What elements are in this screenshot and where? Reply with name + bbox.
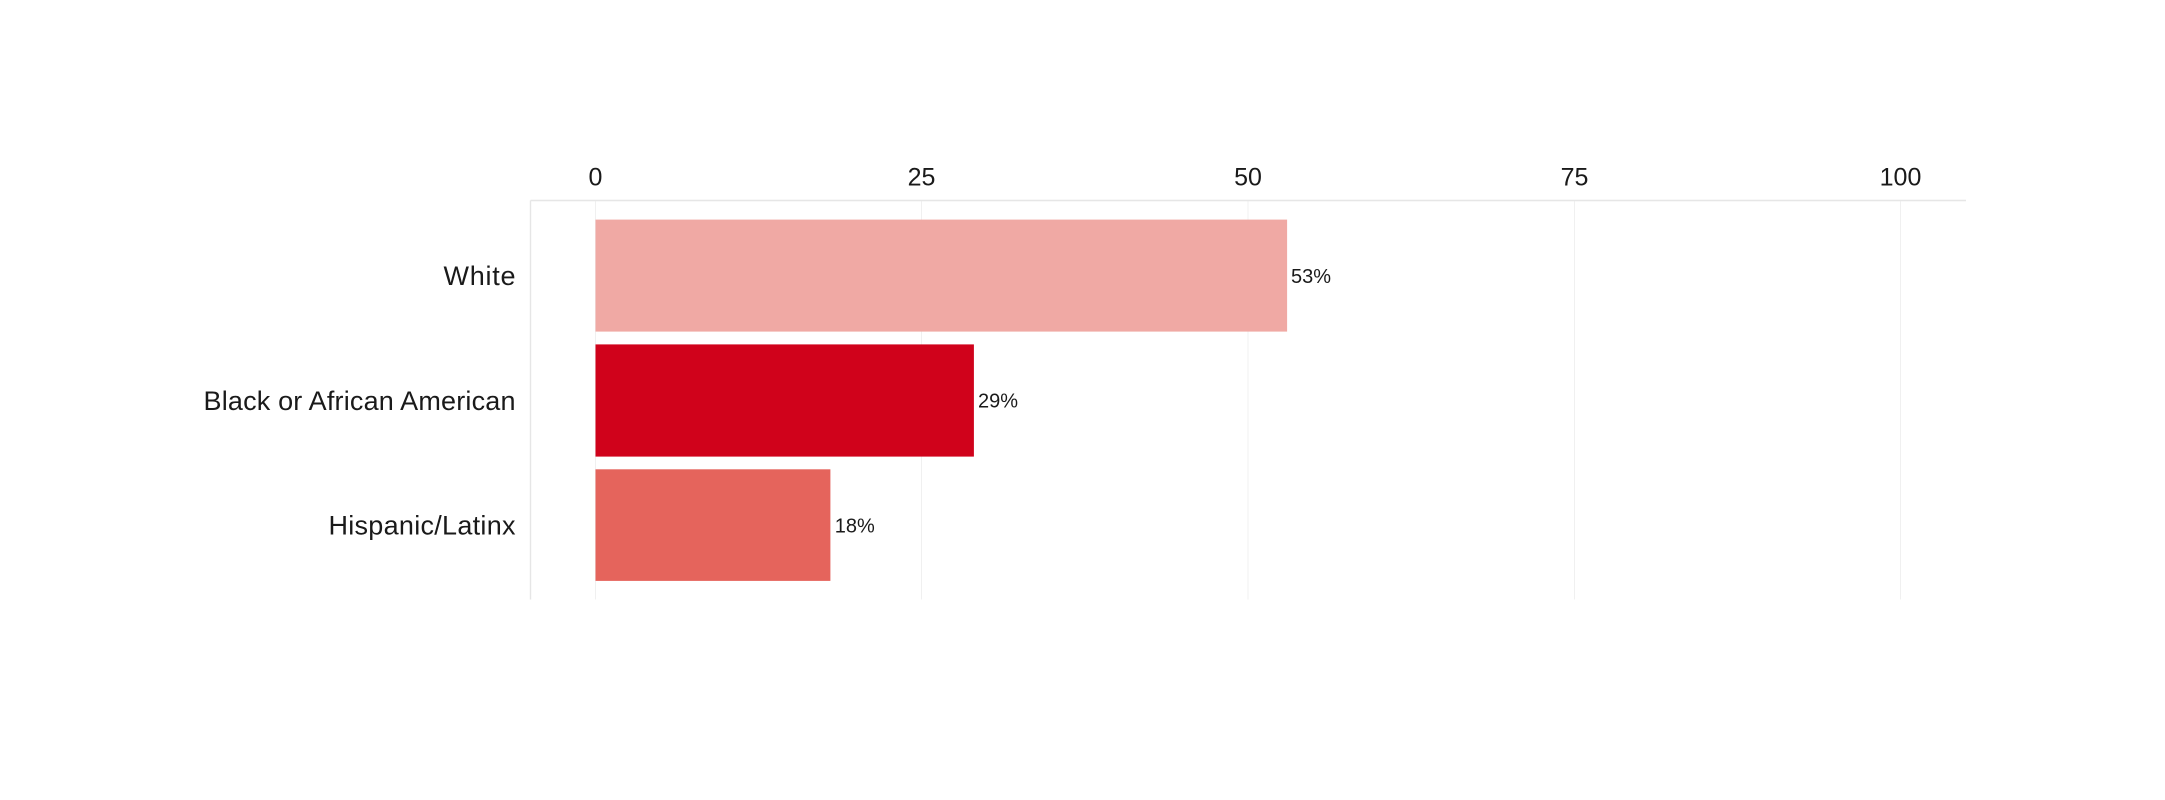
svg-text:53%: 53% [1291,266,1331,288]
svg-text:Black or African American: Black or African American [204,386,516,416]
svg-text:Hispanic/Latinx: Hispanic/Latinx [329,511,517,541]
svg-text:25: 25 [908,164,936,192]
svg-text:100: 100 [1880,164,1922,192]
svg-text:18%: 18% [835,515,875,537]
svg-text:0: 0 [589,164,603,192]
svg-text:50: 50 [1234,164,1262,192]
svg-text:29%: 29% [978,391,1018,413]
svg-text:75: 75 [1561,164,1589,192]
svg-text:White: White [444,261,516,291]
